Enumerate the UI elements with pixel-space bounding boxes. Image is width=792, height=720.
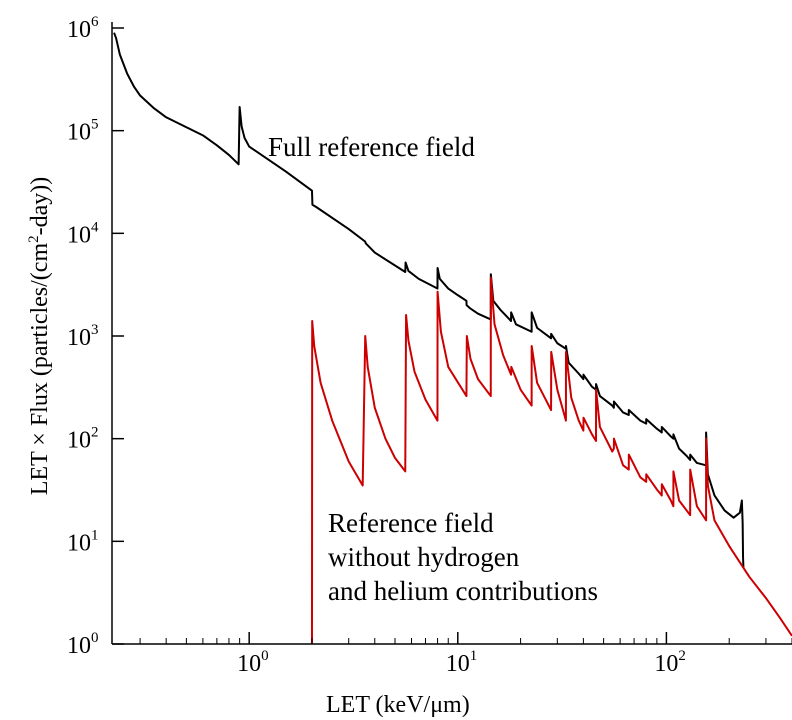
y-axis-title-main: LET × Flux (particles/(cm: [27, 243, 53, 496]
annotation-full-reference-field: Full reference field: [268, 132, 475, 162]
annotation-line: Reference field: [328, 508, 494, 538]
axes: 100 101 102 100 101 102 103 104 105 106: [67, 14, 792, 677]
y-tick-label: 100: [67, 630, 99, 659]
y-tick-label: 103: [67, 322, 99, 351]
y-axis-title-end: -day)): [27, 177, 53, 236]
y-axis-ticks: 100 101 102 103 104 105 106: [67, 14, 124, 659]
x-axis-title: LET (keV/μm): [326, 692, 470, 718]
x-axis-ticks: 100 101 102: [139, 632, 792, 677]
y-tick-label: 106: [67, 14, 99, 43]
annotation-reference-field-without-h-he: Reference field without hydrogen and hel…: [328, 508, 598, 606]
annotation-line: without hydrogen: [328, 542, 520, 572]
y-tick-label: 101: [67, 527, 99, 556]
y-axis-title-superscript: 2: [26, 235, 42, 243]
y-tick-label: 102: [67, 425, 99, 454]
plot-area: [113, 32, 792, 645]
series-reference-field-without-h-he-line: [310, 276, 792, 645]
y-tick-label: 105: [67, 117, 99, 146]
y-axis-title: LET × Flux (particles/(cm2-day)): [26, 177, 53, 496]
x-tick-label: 102: [654, 648, 686, 677]
x-tick-label: 101: [446, 648, 478, 677]
x-tick-label: 100: [237, 648, 269, 677]
series-full-reference-field-line: [113, 32, 745, 569]
annotation-line: and helium contributions: [328, 576, 598, 606]
y-tick-label: 104: [67, 219, 99, 248]
